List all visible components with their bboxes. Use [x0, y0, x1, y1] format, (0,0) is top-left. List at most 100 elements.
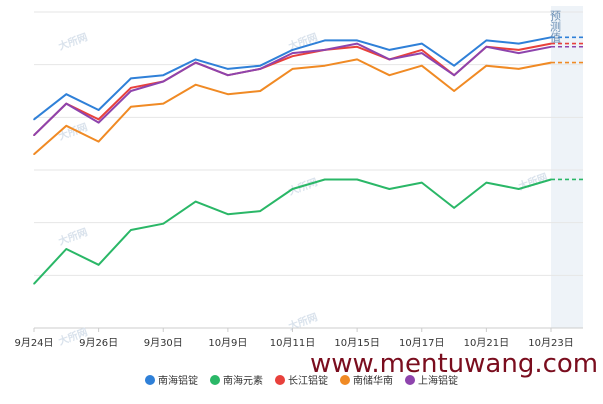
data-point — [324, 178, 326, 181]
data-point — [194, 83, 197, 86]
data-point — [33, 134, 35, 137]
data-point — [97, 121, 100, 124]
data-point — [420, 49, 423, 51]
x-tick-label: 10月15日 — [334, 337, 379, 349]
data-point — [65, 124, 68, 127]
data-point — [65, 102, 68, 105]
data-point — [97, 118, 100, 121]
series-line-4 — [33, 42, 552, 136]
data-point — [227, 213, 229, 216]
legend-item[interactable]: 南海铝锭 — [145, 374, 198, 387]
data-point — [517, 52, 520, 54]
data-point — [517, 68, 520, 70]
data-point — [356, 58, 358, 61]
data-point — [130, 106, 132, 108]
watermark-text: 大所网 — [287, 310, 320, 332]
data-point — [65, 93, 68, 95]
legend-marker — [210, 375, 220, 385]
data-point — [356, 42, 358, 45]
data-point — [517, 42, 520, 45]
data-point — [259, 210, 261, 212]
data-point — [356, 178, 358, 181]
site-watermark: www.mentuwang.com — [310, 349, 598, 379]
series-layer — [33, 36, 583, 285]
data-point — [453, 90, 455, 92]
data-point — [420, 64, 423, 67]
x-tick-label: 10月23日 — [528, 337, 573, 349]
legend-label: 南储华南 — [353, 374, 393, 387]
data-point — [33, 118, 35, 121]
data-point — [485, 45, 488, 48]
data-point — [420, 181, 423, 184]
watermark-text: 大所网 — [57, 120, 90, 142]
data-point — [356, 45, 358, 48]
data-point — [162, 80, 165, 83]
data-point — [388, 58, 391, 61]
data-point — [259, 68, 261, 70]
x-tick-label: 9月24日 — [14, 337, 53, 349]
data-point — [324, 39, 326, 42]
watermark-text: 大所网 — [57, 225, 90, 247]
data-point — [388, 188, 391, 190]
data-point — [388, 49, 391, 51]
data-point — [227, 74, 229, 76]
legend-marker — [340, 375, 350, 385]
legend-label: 长江铝锭 — [288, 374, 328, 387]
x-axis-tick-labels: 9月24日 9月26日 9月30日 10月9日 10月11日 10月15日 10月17日 10… — [14, 328, 574, 349]
data-point — [291, 55, 294, 58]
legend-item[interactable]: 南海元素 — [210, 374, 263, 387]
grid-layer — [34, 11, 583, 329]
forecast-region-layer — [551, 6, 583, 328]
data-point — [259, 90, 261, 92]
legend-label: 南海元素 — [223, 374, 263, 387]
data-point — [517, 188, 520, 190]
data-point — [324, 49, 326, 51]
x-tick-label: 9月26日 — [79, 337, 118, 349]
data-point — [227, 93, 229, 95]
data-point — [162, 102, 165, 105]
x-tick-label: 10月17日 — [399, 337, 444, 349]
data-point — [194, 200, 197, 203]
data-point — [291, 49, 294, 51]
data-point — [194, 58, 197, 61]
data-point — [388, 74, 391, 76]
legend-item[interactable]: 南储华南 — [340, 374, 393, 387]
data-point — [97, 264, 100, 266]
data-point — [194, 61, 197, 64]
data-point — [130, 77, 132, 80]
data-point — [356, 39, 358, 42]
data-point — [291, 52, 294, 54]
legend-item[interactable]: 长江铝锭 — [275, 374, 328, 387]
legend-label: 南海铝锭 — [158, 374, 198, 387]
forecast-region-label: 预测值 — [549, 10, 562, 44]
data-point — [33, 153, 35, 155]
data-point — [97, 109, 100, 111]
data-point — [33, 282, 35, 285]
legend-marker — [275, 375, 285, 385]
data-point — [453, 207, 455, 209]
data-point — [130, 90, 132, 92]
watermark-text: 大所网 — [57, 30, 90, 52]
data-point — [97, 140, 100, 143]
data-point — [420, 52, 423, 54]
forecast-region — [551, 6, 583, 328]
data-point — [162, 74, 165, 76]
data-point — [485, 39, 488, 42]
data-point — [65, 248, 68, 250]
x-tick-label: 9月30日 — [144, 337, 183, 349]
data-point — [485, 64, 488, 67]
data-point — [259, 64, 261, 67]
legend-item[interactable]: 上海铝锭 — [405, 374, 458, 387]
data-point — [453, 74, 455, 76]
data-point — [485, 181, 488, 184]
x-tick-label: 10月11日 — [270, 337, 315, 349]
data-point — [291, 188, 294, 190]
data-point — [130, 87, 132, 89]
data-point — [420, 42, 423, 45]
x-tick-label: 10月21日 — [464, 337, 509, 349]
data-point — [453, 64, 455, 67]
legend-marker — [145, 375, 155, 385]
legend-marker — [405, 375, 415, 385]
legend[interactable]: 南海铝锭 南海元素 长江铝锭 南储华南 上海铝锭 — [145, 374, 458, 387]
